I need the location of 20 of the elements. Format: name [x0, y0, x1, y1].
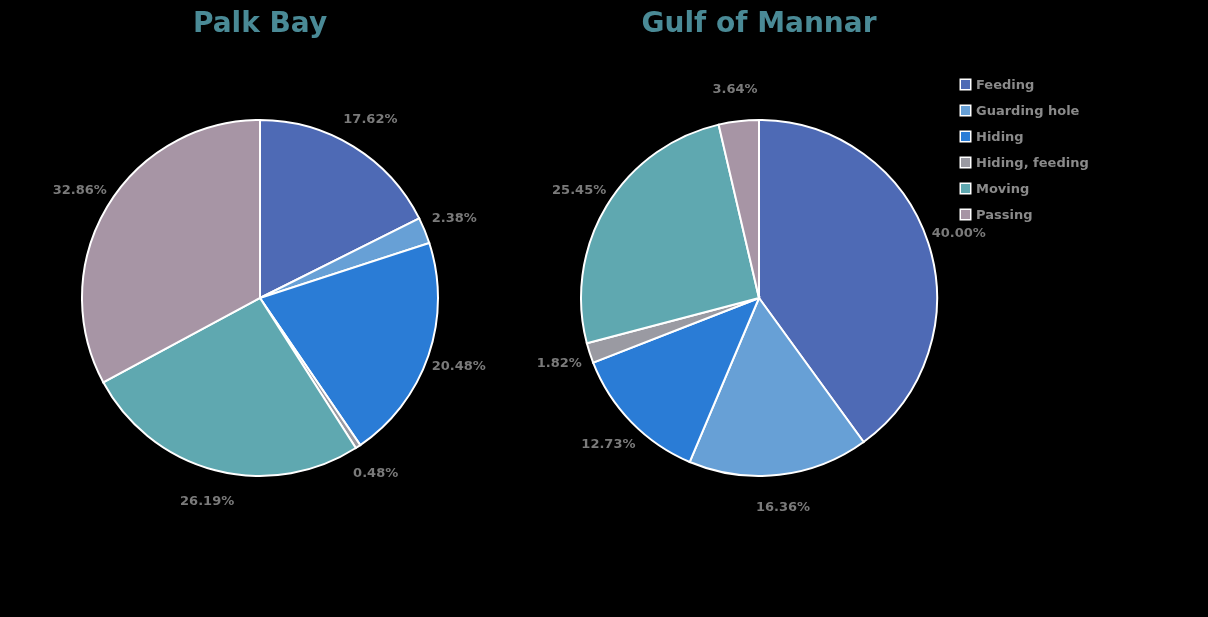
data-label: 2.38% — [431, 210, 477, 226]
legend-label: Hiding, feeding — [976, 154, 1089, 170]
legend-label: Passing — [976, 206, 1033, 222]
data-label: 20.48% — [431, 357, 486, 373]
data-label: 17.62% — [343, 111, 398, 127]
data-label: 40.00% — [931, 225, 986, 241]
data-label: 1.82% — [536, 354, 582, 370]
legend-label: Guarding hole — [976, 102, 1080, 118]
data-label: 25.45% — [552, 181, 607, 197]
data-label: 3.64% — [712, 81, 758, 97]
data-label: 26.19% — [180, 493, 235, 509]
chart-title: Gulf of Mannar — [641, 6, 877, 39]
legend-label: Moving — [976, 180, 1030, 196]
data-label: 12.73% — [581, 436, 636, 452]
data-label: 0.48% — [353, 465, 399, 481]
data-label: 32.86% — [52, 182, 107, 198]
data-label: 16.36% — [755, 498, 811, 514]
legend-label: Feeding — [976, 76, 1035, 92]
chart-title: Palk Bay — [192, 6, 328, 39]
legend-label: Hiding — [976, 128, 1024, 144]
